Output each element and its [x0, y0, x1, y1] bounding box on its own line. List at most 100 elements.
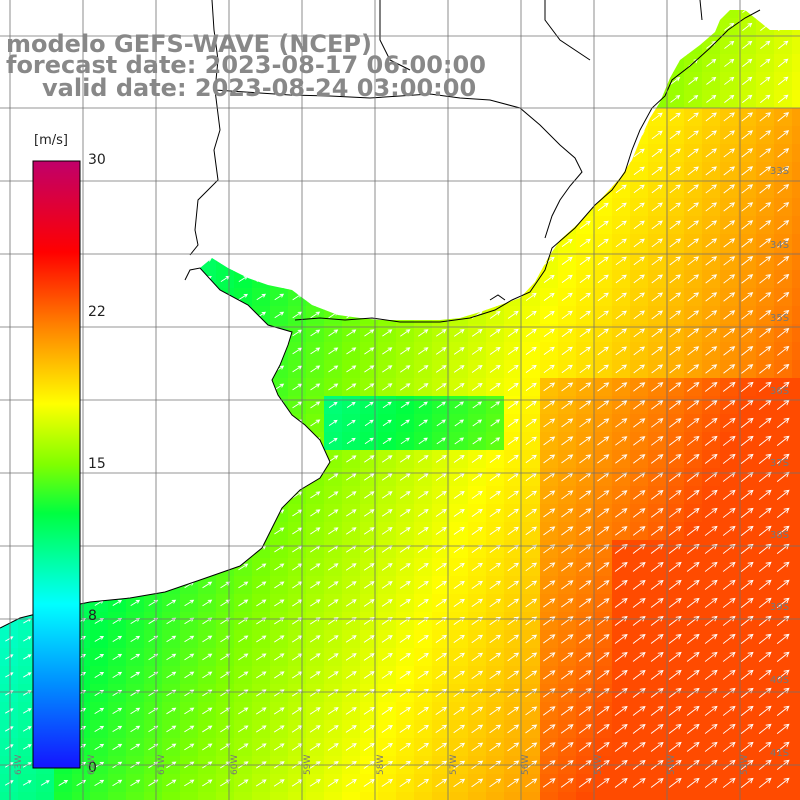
wind-arrow [543, 598, 556, 608]
wind-arrow [686, 723, 700, 734]
wind-cell [252, 180, 271, 199]
wind-cell [252, 108, 271, 127]
wind-cell [252, 342, 271, 361]
wind-cell [378, 10, 397, 19]
wind-arrow [400, 383, 411, 391]
wind-arrow [382, 329, 393, 337]
wind-arrow [688, 41, 699, 49]
wind-arrow [615, 490, 628, 500]
wind-arrow [543, 328, 555, 338]
wind-arrow [561, 328, 573, 338]
wind-arrow [130, 671, 141, 679]
wind-arrow [220, 635, 231, 643]
wind-cell [342, 198, 361, 217]
colorbar-unit: [m/s] [34, 133, 68, 148]
wind-cell [576, 108, 595, 127]
wind-arrow [778, 10, 789, 14]
wind-arrow [202, 419, 213, 427]
wind-cell [684, 792, 703, 800]
wind-arrow [149, 24, 158, 30]
wind-arrow [310, 167, 320, 175]
wind-arrow [310, 455, 321, 463]
wind-cell [522, 270, 541, 289]
wind-cell [144, 126, 163, 145]
wind-cell [162, 216, 181, 235]
wind-arrow [310, 311, 321, 319]
wind-arrow [688, 76, 699, 85]
wind-arrow [130, 725, 141, 733]
wind-arrow [561, 202, 573, 211]
wind-arrow [202, 473, 213, 481]
wind-arrow [651, 436, 664, 446]
wind-arrow [723, 364, 736, 374]
wind-arrow [237, 743, 249, 751]
wind-arrow [776, 507, 790, 518]
wind-arrow [632, 490, 646, 500]
wind-arrow [328, 23, 338, 31]
wind-arrow [472, 23, 483, 31]
wind-cell [252, 504, 271, 523]
wind-cell [90, 486, 109, 505]
wind-cell [576, 792, 595, 800]
wind-arrow [328, 131, 339, 139]
wind-arrow [722, 705, 736, 716]
wind-cell [504, 72, 523, 91]
wind-arrow [543, 400, 556, 410]
wind-arrow [705, 256, 718, 266]
wind-arrow [489, 526, 501, 536]
wind-arrow [417, 652, 429, 661]
wind-arrow [741, 256, 754, 266]
wind-arrow [274, 455, 285, 463]
wind-arrow [705, 112, 717, 122]
wind-arrow [436, 221, 447, 229]
wind-cell [666, 36, 685, 55]
wind-arrow [615, 220, 627, 230]
wind-arrow [5, 348, 14, 354]
wind-arrow [22, 492, 32, 498]
wind-arrow [22, 780, 32, 786]
wind-arrow [274, 239, 284, 247]
wind-cell [324, 234, 343, 253]
wind-arrow [471, 257, 483, 265]
wind-arrow [5, 78, 14, 84]
wind-cell [144, 234, 163, 253]
wind-arrow [759, 238, 772, 248]
wind-arrow [23, 258, 32, 264]
wind-arrow [471, 598, 483, 608]
wind-cell [0, 576, 19, 595]
wind-arrow [364, 221, 375, 229]
wind-arrow [399, 527, 411, 535]
wind-arrow [5, 420, 14, 426]
wind-arrow [292, 455, 303, 463]
wind-cell [612, 18, 631, 37]
wind-arrow [382, 347, 393, 355]
wind-arrow [346, 329, 357, 337]
wind-cell [774, 10, 793, 19]
wind-arrow [184, 204, 194, 210]
wind-arrow [112, 366, 122, 372]
wind-cell [306, 10, 325, 19]
wind-cell [126, 450, 145, 469]
wind-cell [324, 162, 343, 181]
wind-arrow [167, 132, 176, 138]
wind-arrow [399, 491, 411, 499]
wind-cell [288, 252, 307, 271]
wind-arrow [633, 94, 645, 104]
wind-arrow [507, 364, 519, 373]
wind-arrow [742, 22, 753, 31]
wind-arrow [202, 707, 213, 715]
wind-cell [792, 450, 800, 469]
wind-arrow [4, 546, 14, 552]
wind-arrow [668, 705, 682, 716]
wind-cell [180, 126, 199, 145]
wind-arrow [560, 652, 574, 662]
wind-arrow [112, 635, 123, 642]
wind-cell [414, 162, 433, 181]
wind-arrow [184, 563, 195, 571]
wind-cell [90, 270, 109, 289]
wind-arrow [184, 779, 195, 787]
wind-cell [468, 126, 487, 145]
wind-arrow [705, 310, 718, 320]
wind-cell [0, 468, 19, 487]
wind-arrow [23, 240, 32, 246]
